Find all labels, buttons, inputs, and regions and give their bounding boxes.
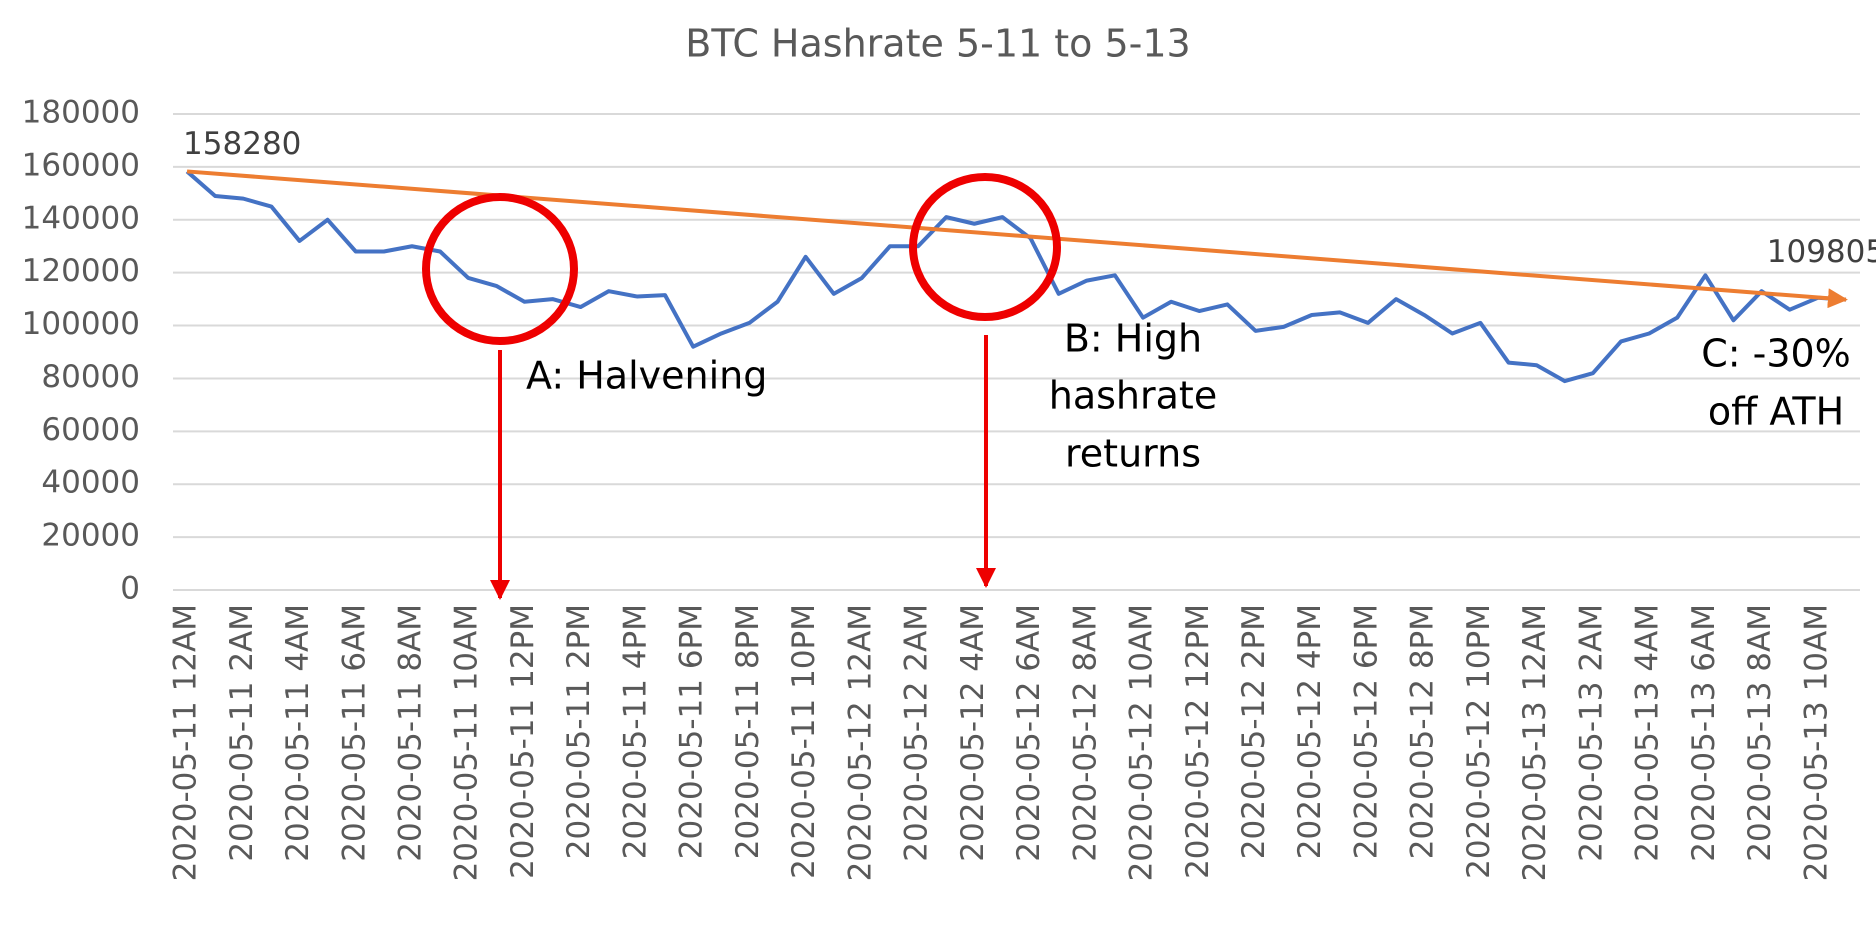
x-tick-label: 2020-05-13 8AM <box>1742 604 1778 862</box>
x-tick-label: 2020-05-12 12AM <box>842 604 878 881</box>
x-tick-label: 2020-05-11 8PM <box>730 604 766 859</box>
annotation: C: -30% <box>1701 332 1851 376</box>
x-tick-label: 2020-05-13 12AM <box>1517 604 1553 881</box>
highlight-circle <box>909 173 1061 321</box>
y-tick-label: 20000 <box>41 518 140 554</box>
y-tick-label: 60000 <box>41 412 140 448</box>
x-tick-label: 2020-05-12 6PM <box>1348 604 1384 859</box>
x-tick-label: 2020-05-12 10AM <box>1124 604 1160 881</box>
x-tick-label: 2020-05-13 6AM <box>1686 604 1722 862</box>
x-tick-label: 2020-05-12 6AM <box>1011 604 1047 862</box>
x-tick-label: 2020-05-12 2PM <box>1236 604 1272 859</box>
y-tick-label: 80000 <box>41 359 140 395</box>
x-tick-label: 2020-05-11 8AM <box>392 604 428 862</box>
y-tick-label: 0 <box>120 571 140 607</box>
trend-line <box>186 169 1848 309</box>
x-tick-label: 2020-05-12 12PM <box>1180 604 1216 879</box>
y-tick-label: 160000 <box>22 147 140 183</box>
annotation: B: High <box>1064 317 1202 361</box>
y-tick-label: 100000 <box>22 306 140 342</box>
annotation: off ATH <box>1708 390 1844 434</box>
x-tick-label: 2020-05-12 2AM <box>899 604 935 862</box>
x-tick-label: 2020-05-11 4AM <box>280 604 316 862</box>
x-tick-label: 2020-05-11 12AM <box>168 604 204 881</box>
x-tick-label: 2020-05-11 2PM <box>561 604 597 859</box>
x-tick-label: 2020-05-11 2AM <box>224 604 260 862</box>
y-tick-label: 40000 <box>41 465 140 501</box>
highlight-circle <box>422 193 578 345</box>
x-tick-label: 2020-05-12 4PM <box>1292 604 1328 859</box>
x-tick-label: 2020-05-11 6PM <box>674 604 710 859</box>
x-tick-label: 2020-05-12 8PM <box>1405 604 1441 859</box>
x-tick-label: 2020-05-13 4AM <box>1630 604 1666 862</box>
y-tick-label: 180000 <box>22 95 140 131</box>
x-tick-label: 2020-05-12 8AM <box>1067 604 1103 862</box>
data-label: 158280 <box>183 126 301 162</box>
x-tick-label: 2020-05-11 10PM <box>786 604 822 879</box>
annotation: A: Halvening <box>526 354 767 398</box>
data-label: 109805 <box>1767 234 1876 270</box>
line <box>185 169 1847 384</box>
y-tick-label: 120000 <box>22 253 140 289</box>
annotation: hashrate <box>1049 374 1217 418</box>
annotation: returns <box>1065 432 1201 476</box>
x-tick-label: 2020-05-12 10PM <box>1461 604 1497 879</box>
x-tick-label: 2020-05-11 4PM <box>617 604 653 859</box>
x-tick-label: 2020-05-11 10AM <box>449 604 485 881</box>
y-tick-label: 140000 <box>22 200 140 236</box>
x-tick-label: 2020-05-13 2AM <box>1573 604 1609 862</box>
x-tick-label: 2020-05-11 6AM <box>336 604 372 862</box>
chart-title: BTC Hashrate 5-11 to 5-13 <box>685 22 1190 66</box>
x-tick-label: 2020-05-13 10AM <box>1798 604 1834 881</box>
x-tick-label: 2020-05-12 4AM <box>955 604 991 862</box>
x-tick-label: 2020-05-11 12PM <box>505 604 541 879</box>
